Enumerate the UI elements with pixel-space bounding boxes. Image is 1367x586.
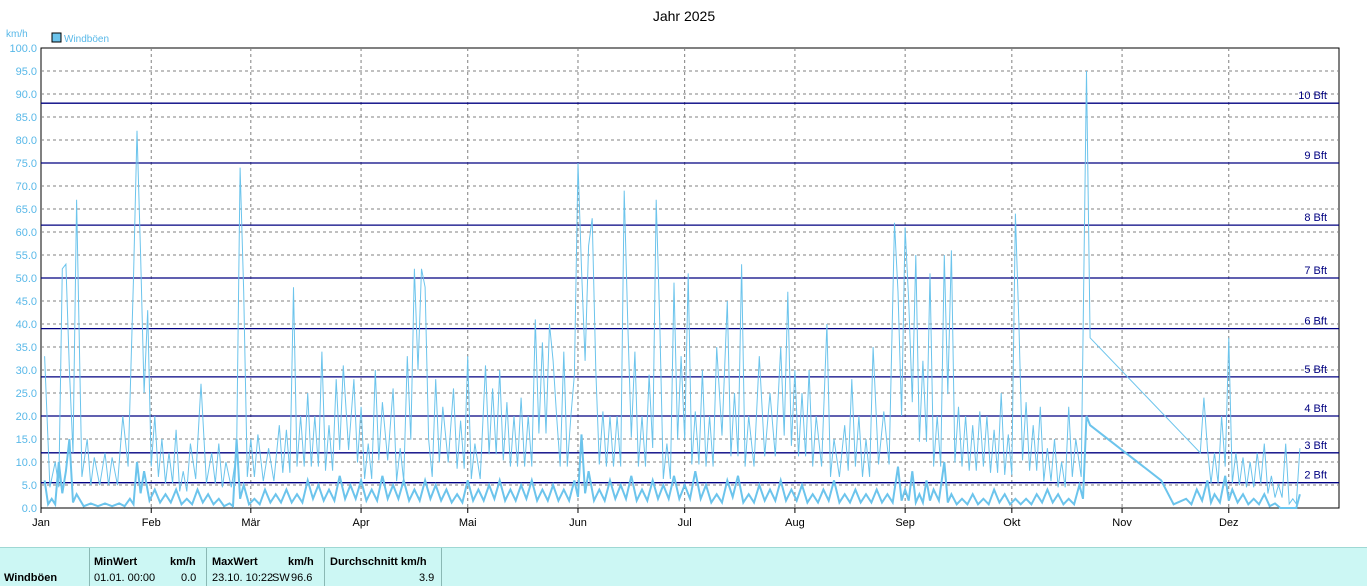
y-tick-label: 5.0	[22, 480, 37, 492]
beaufort-label: 4 Bft	[1304, 403, 1327, 415]
stats-divider	[324, 548, 325, 586]
x-tick-label: Okt	[1003, 517, 1020, 529]
x-tick-label: Jun	[569, 517, 587, 529]
y-tick-label: 45.0	[16, 296, 37, 308]
beaufort-label: 6 Bft	[1304, 316, 1327, 328]
y-tick-label: 65.0	[16, 204, 37, 216]
y-tick-label: 25.0	[16, 388, 37, 400]
x-tick-label: Mär	[241, 517, 260, 529]
y-tick-label: 55.0	[16, 250, 37, 262]
y-tick-label: 95.0	[16, 66, 37, 78]
y-tick-label: 90.0	[16, 89, 37, 101]
max-value: 96.6	[291, 572, 313, 584]
stats-row-label: Windböen	[4, 572, 58, 584]
y-tick-label: 20.0	[16, 411, 37, 423]
x-tick-label: Aug	[785, 517, 805, 529]
x-tick-label: Mai	[459, 517, 477, 529]
series-line-windboeen	[44, 70, 1301, 506]
beaufort-label: 5 Bft	[1304, 364, 1327, 376]
y-tick-label: 80.0	[16, 135, 37, 147]
beaufort-label: 8 Bft	[1304, 212, 1327, 224]
plot-area: 0.0 5.0 10.0 15.0 20.0 25.0 30.0 35.0 40.0 45.0 50…	[9, 43, 1340, 529]
stats-divider	[89, 548, 90, 586]
x-tick-label: Nov	[1112, 517, 1132, 529]
stats-divider	[206, 548, 207, 586]
avg-header: Durchschnitt km/h	[330, 556, 427, 568]
y-tick-label: 10.0	[16, 457, 37, 469]
beaufort-label: 3 Bft	[1304, 440, 1327, 452]
x-tick-label: Feb	[142, 517, 161, 529]
y-tick-label: 85.0	[16, 112, 37, 124]
max-header: MaxWert	[212, 556, 258, 568]
y-tick-label: 30.0	[16, 365, 37, 377]
y-axis-unit: km/h	[6, 29, 28, 40]
min-time: 01.01. 00:00	[94, 572, 156, 584]
legend-label[interactable]: Windböen	[64, 34, 109, 45]
y-tick-label: 15.0	[16, 434, 37, 446]
y-tick-label: 50.0	[16, 273, 37, 285]
stats-divider	[441, 548, 442, 586]
y-tick-label: 70.0	[16, 181, 37, 193]
legend-swatch	[51, 32, 62, 43]
max-direction: SW	[272, 572, 290, 584]
y-tick-label: 40.0	[16, 319, 37, 331]
min-value: 0.0	[181, 572, 197, 584]
x-tick-label: Dez	[1219, 517, 1239, 529]
y-tick-label: 75.0	[16, 158, 37, 170]
beaufort-label: 2 Bft	[1304, 470, 1327, 482]
x-tick-label: Jul	[678, 517, 692, 529]
chart: Jahr 2025 km/h Windböen 0.0 5.0 10.0 15.0 20…	[6, 8, 1340, 529]
y-tick-label: 100.0	[9, 43, 37, 55]
stats-table: Windböen MinWert km/h 01.01. 00:00 0.0 M…	[0, 547, 1367, 586]
x-tick-label: Jan	[32, 517, 50, 529]
min-unit: km/h	[170, 556, 196, 568]
chart-title: Jahr 2025	[653, 8, 715, 24]
beaufort-label: 9 Bft	[1304, 150, 1327, 162]
beaufort-label: 10 Bft	[1298, 90, 1327, 102]
y-tick-label: 60.0	[16, 227, 37, 239]
max-unit: km/h	[288, 556, 314, 568]
min-header: MinWert	[94, 556, 138, 568]
series-line-mittelwind	[43, 415, 1301, 509]
avg-value: 3.9	[419, 572, 435, 584]
y-tick-label: 35.0	[16, 342, 37, 354]
x-tick-label: Apr	[352, 517, 369, 529]
beaufort-label: 7 Bft	[1304, 265, 1327, 277]
x-tick-label: Sep	[895, 517, 915, 529]
y-tick-label: 0.0	[22, 503, 37, 515]
max-time: 23.10. 10:22	[212, 572, 274, 584]
